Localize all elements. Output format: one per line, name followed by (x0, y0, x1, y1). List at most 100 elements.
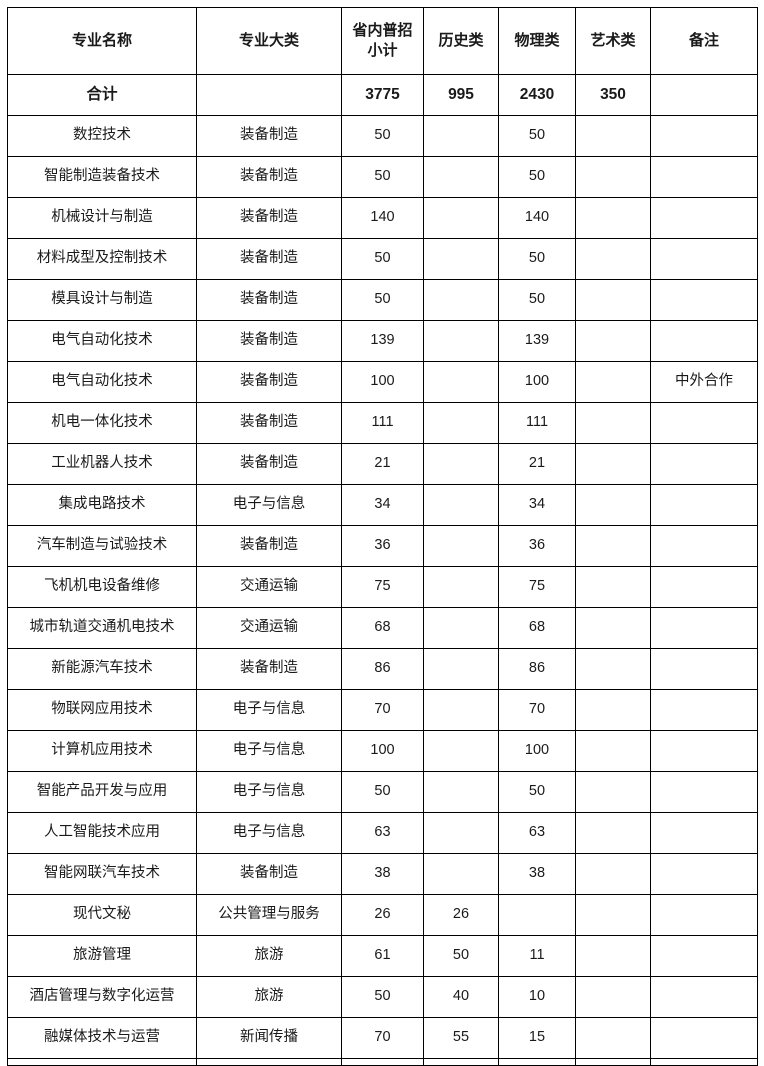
cell-remark: 中外合作 (650, 361, 758, 403)
total-physics-cell: 2430 (498, 74, 576, 116)
cell-remark (650, 648, 758, 690)
total-remark-cell (650, 74, 758, 116)
total-art-cell: 350 (575, 74, 651, 116)
cell-physics: 34 (498, 484, 576, 526)
column-header-subtotal-line1: 省内普招 (352, 21, 413, 39)
cell-category: 装备制造 (196, 853, 342, 895)
cell-subtotal: 50 (341, 279, 424, 321)
cell-physics: 139 (498, 320, 576, 362)
cell-history (423, 525, 499, 567)
cell-major: 城市轨道交通机电技术 (7, 607, 197, 649)
table-row: 工业机器人技术 装备制造 21 21 (7, 443, 758, 485)
cell-art (575, 976, 651, 1018)
cell-physics: 15 (498, 1017, 576, 1059)
cell-subtotal: 139 (341, 320, 424, 362)
table-row: 旅游管理 旅游 61 50 11 (7, 935, 758, 977)
table-row: 集成电路技术 电子与信息 34 34 (7, 484, 758, 526)
cell-remark (650, 853, 758, 895)
cell-physics: 63 (498, 812, 576, 854)
cell-remark (650, 894, 758, 936)
enrollment-plan-table: 专业名称 专业大类 省内普招 小计 历史类 物理类 艺术类 备注 合计 3775… (7, 7, 758, 1066)
table-row: 计算机应用技术 电子与信息 100 100 (7, 730, 758, 772)
cell-remark (650, 320, 758, 362)
cell-art (575, 689, 651, 731)
column-header-major: 专业名称 (7, 7, 197, 75)
cell-remark (650, 730, 758, 772)
table-row: 物联网应用技术 电子与信息 70 70 (7, 689, 758, 731)
table-row-total: 合计 3775 995 2430 350 (7, 74, 758, 116)
cell-major: 电气自动化技术 (7, 361, 197, 403)
cell-art (575, 484, 651, 526)
table-row: 飞机机电设备维修 交通运输 75 75 (7, 566, 758, 608)
cell-remark-partial (650, 1058, 758, 1066)
cell-art (575, 402, 651, 444)
cell-history: 50 (423, 935, 499, 977)
cell-category-partial (196, 1058, 342, 1066)
cell-category: 装备制造 (196, 525, 342, 567)
cell-remark (650, 689, 758, 731)
cell-subtotal: 50 (341, 976, 424, 1018)
cell-category: 交通运输 (196, 566, 342, 608)
cell-art (575, 361, 651, 403)
cell-history-partial (423, 1058, 499, 1066)
cell-art (575, 1017, 651, 1059)
cell-major: 融媒体技术与运营 (7, 1017, 197, 1059)
total-subtotal-cell: 3775 (341, 74, 424, 116)
column-header-history: 历史类 (423, 7, 499, 75)
cell-physics: 100 (498, 730, 576, 772)
table-header: 专业名称 专业大类 省内普招 小计 历史类 物理类 艺术类 备注 (7, 7, 758, 75)
column-header-remark: 备注 (650, 7, 758, 75)
cell-subtotal: 86 (341, 648, 424, 690)
cell-subtotal: 63 (341, 812, 424, 854)
cell-major: 材料成型及控制技术 (7, 238, 197, 280)
cell-major: 智能产品开发与应用 (7, 771, 197, 813)
cell-remark (650, 1017, 758, 1059)
table-row: 模具设计与制造 装备制造 50 50 (7, 279, 758, 321)
cell-art (575, 771, 651, 813)
cell-remark (650, 771, 758, 813)
cell-category: 装备制造 (196, 648, 342, 690)
cell-history (423, 443, 499, 485)
cell-major: 机电一体化技术 (7, 402, 197, 444)
table-row-partial (7, 1058, 758, 1066)
total-history-cell: 995 (423, 74, 499, 116)
cell-physics (498, 894, 576, 936)
table-row: 人工智能技术应用 电子与信息 63 63 (7, 812, 758, 854)
table-row: 融媒体技术与运营 新闻传播 70 55 15 (7, 1017, 758, 1059)
cell-major: 新能源汽车技术 (7, 648, 197, 690)
cell-subtotal: 36 (341, 525, 424, 567)
cell-history: 40 (423, 976, 499, 1018)
enrollment-plan-table-container: 专业名称 专业大类 省内普招 小计 历史类 物理类 艺术类 备注 合计 3775… (7, 7, 758, 1066)
cell-subtotal: 50 (341, 115, 424, 157)
cell-art (575, 320, 651, 362)
cell-category: 电子与信息 (196, 689, 342, 731)
column-header-art: 艺术类 (575, 7, 651, 75)
cell-physics: 75 (498, 566, 576, 608)
cell-category: 装备制造 (196, 197, 342, 239)
table-row: 新能源汽车技术 装备制造 86 86 (7, 648, 758, 690)
cell-major: 计算机应用技术 (7, 730, 197, 772)
table-row: 智能网联汽车技术 装备制造 38 38 (7, 853, 758, 895)
cell-subtotal: 75 (341, 566, 424, 608)
cell-category: 装备制造 (196, 402, 342, 444)
cell-category: 旅游 (196, 976, 342, 1018)
cell-history (423, 279, 499, 321)
cell-history (423, 566, 499, 608)
cell-major: 模具设计与制造 (7, 279, 197, 321)
table-row: 汽车制造与试验技术 装备制造 36 36 (7, 525, 758, 567)
cell-category: 公共管理与服务 (196, 894, 342, 936)
cell-history: 26 (423, 894, 499, 936)
cell-subtotal: 140 (341, 197, 424, 239)
cell-remark (650, 484, 758, 526)
cell-remark (650, 156, 758, 198)
cell-category: 装备制造 (196, 443, 342, 485)
cell-category: 装备制造 (196, 156, 342, 198)
cell-physics: 140 (498, 197, 576, 239)
cell-major: 酒店管理与数字化运营 (7, 976, 197, 1018)
cell-remark (650, 525, 758, 567)
cell-category: 交通运输 (196, 607, 342, 649)
table-row: 电气自动化技术 装备制造 139 139 (7, 320, 758, 362)
column-header-physics: 物理类 (498, 7, 576, 75)
cell-remark (650, 607, 758, 649)
table-row: 智能产品开发与应用 电子与信息 50 50 (7, 771, 758, 813)
